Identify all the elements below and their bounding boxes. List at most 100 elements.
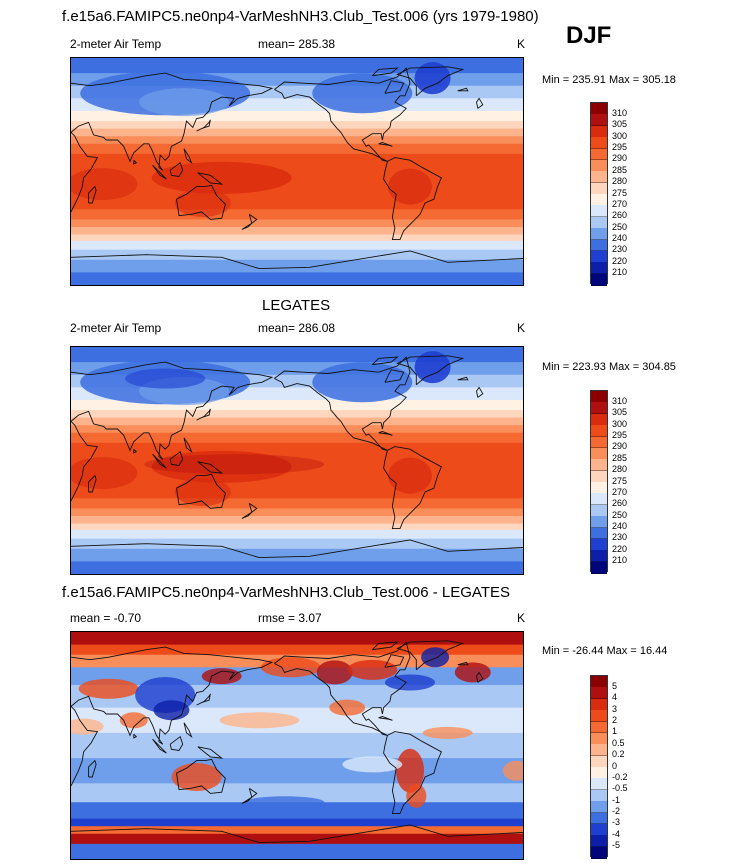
- temperature-band: [71, 432, 523, 444]
- colorbar-box: [590, 390, 608, 574]
- colorbar-swatch: [591, 262, 607, 275]
- colorbar-tick-label: 240: [612, 521, 628, 531]
- colorbar-box: [590, 102, 608, 286]
- temperature-band: [71, 136, 523, 145]
- difference-anomaly: [260, 657, 321, 678]
- temperature-band: [71, 110, 523, 122]
- temperature-band: [71, 410, 523, 419]
- colorbar-swatch: [591, 125, 607, 138]
- colorbar-tick-label: 305: [612, 407, 628, 418]
- colorbar-tick-label: -3: [612, 817, 621, 828]
- panel1-mean: mean= 285.38: [258, 37, 336, 51]
- difference-anomaly: [422, 726, 473, 739]
- difference-anomaly: [329, 699, 366, 716]
- coastline-africa: [71, 421, 99, 502]
- panel2-mean: mean= 286.08: [258, 321, 336, 335]
- temperature-band: [71, 143, 523, 155]
- coastline-madagascar: [88, 474, 97, 493]
- difference-anomaly: [396, 748, 424, 793]
- temperature-band: [71, 425, 523, 434]
- colorbar-tick-label: 0.5: [612, 737, 625, 748]
- difference-band: [71, 826, 523, 835]
- coastline-philippines: [183, 148, 193, 165]
- colorbar-swatch: [591, 273, 607, 286]
- colorbar-tick-label: 0.2: [612, 749, 625, 760]
- difference-anomaly: [201, 668, 242, 685]
- colorbar-swatch: [591, 732, 607, 745]
- difference-anomaly: [171, 763, 222, 792]
- colorbar-swatch: [591, 482, 607, 494]
- coastline-newguinea: [197, 746, 224, 759]
- colorbar-tick-label: 230: [612, 532, 628, 543]
- colorbar-swatch: [591, 413, 607, 426]
- coastline-borneo: [169, 161, 184, 177]
- colorbar-tick-label: 0: [612, 760, 618, 771]
- temperature-band: [71, 399, 523, 411]
- panel3-minmax: Min = -26.44 Max = 16.44: [542, 645, 668, 657]
- colorbar-swatch: [591, 561, 607, 574]
- colorbar-swatch: [591, 527, 607, 540]
- panel3-map: [70, 631, 524, 860]
- coastline-eurasia: [71, 361, 274, 460]
- coastline-greenland: [396, 640, 465, 671]
- panel3-mean: mean = -0.70: [70, 611, 142, 625]
- temperature-band: [71, 58, 523, 74]
- colorbar-swatch: [591, 550, 607, 563]
- coastline-srilanka: [133, 448, 138, 454]
- colorbar-swatch: [591, 767, 607, 779]
- coastline-borneo: [169, 450, 184, 466]
- colorbar-tick-label: -2: [612, 806, 621, 816]
- coastline-japan: [196, 408, 211, 421]
- difference-anomaly: [153, 700, 190, 721]
- coastline-southAmerica: [383, 157, 442, 241]
- colorbar-swatch: [591, 436, 607, 449]
- colorbar-tick-label: 270: [612, 198, 628, 209]
- temperature-band: [71, 219, 523, 228]
- colorbar-swatch: [591, 103, 607, 115]
- colorbar-swatch: [591, 721, 607, 734]
- colorbar-swatch: [591, 239, 607, 252]
- colorbar-tick-label: 4: [612, 692, 618, 703]
- difference-band: [71, 632, 523, 646]
- coastline-newguinea: [197, 172, 224, 185]
- temperature-band: [71, 347, 523, 363]
- temperature-band: [71, 417, 523, 426]
- coastline-newzealand: [248, 214, 258, 224]
- colorbar-swatch: [591, 159, 607, 172]
- temperature-band: [71, 249, 523, 261]
- colorbar-swatch: [591, 216, 607, 229]
- coastline-nzsouth: [241, 511, 253, 519]
- coastline-australia: [176, 473, 226, 509]
- colorbar-tick-label: 305: [612, 119, 628, 130]
- colorbar-swatch: [591, 402, 607, 415]
- colorbar-swatch: [591, 846, 607, 859]
- coastline-srilanka: [133, 733, 138, 739]
- colorbar-swatch: [591, 493, 607, 506]
- coastline-greenland: [396, 355, 465, 386]
- temperature-band: [71, 234, 523, 242]
- colorbar-tick-label: 260: [612, 210, 628, 221]
- coastline-cuba: [378, 142, 393, 147]
- colorbar-tick-label: -4: [612, 828, 621, 839]
- difference-anomaly: [342, 756, 403, 773]
- colorbar-swatch: [591, 778, 607, 791]
- temperature-band: [71, 508, 523, 517]
- colorbar-swatch: [591, 250, 607, 263]
- coastline-baffin: [384, 654, 405, 668]
- coastline-japan: [196, 119, 211, 132]
- cold-anomaly: [312, 73, 413, 114]
- difference-anomaly: [454, 662, 491, 683]
- colorbar-tick-label: 290: [612, 441, 628, 452]
- temperature-band: [71, 209, 523, 220]
- panel2-variable: 2-meter Air Temp: [70, 321, 162, 335]
- difference-band: [71, 833, 523, 845]
- colorbar-swatch: [591, 538, 607, 551]
- colorbar-swatch: [591, 504, 607, 517]
- coastline-africa: [71, 706, 99, 787]
- colorbar-swatch: [591, 755, 607, 768]
- coastline-uk: [476, 386, 484, 398]
- coastline-antarctica: [71, 539, 523, 559]
- coastline-africa: [71, 132, 99, 213]
- panel2-map: [70, 346, 524, 575]
- warm-anomaly: [144, 454, 325, 475]
